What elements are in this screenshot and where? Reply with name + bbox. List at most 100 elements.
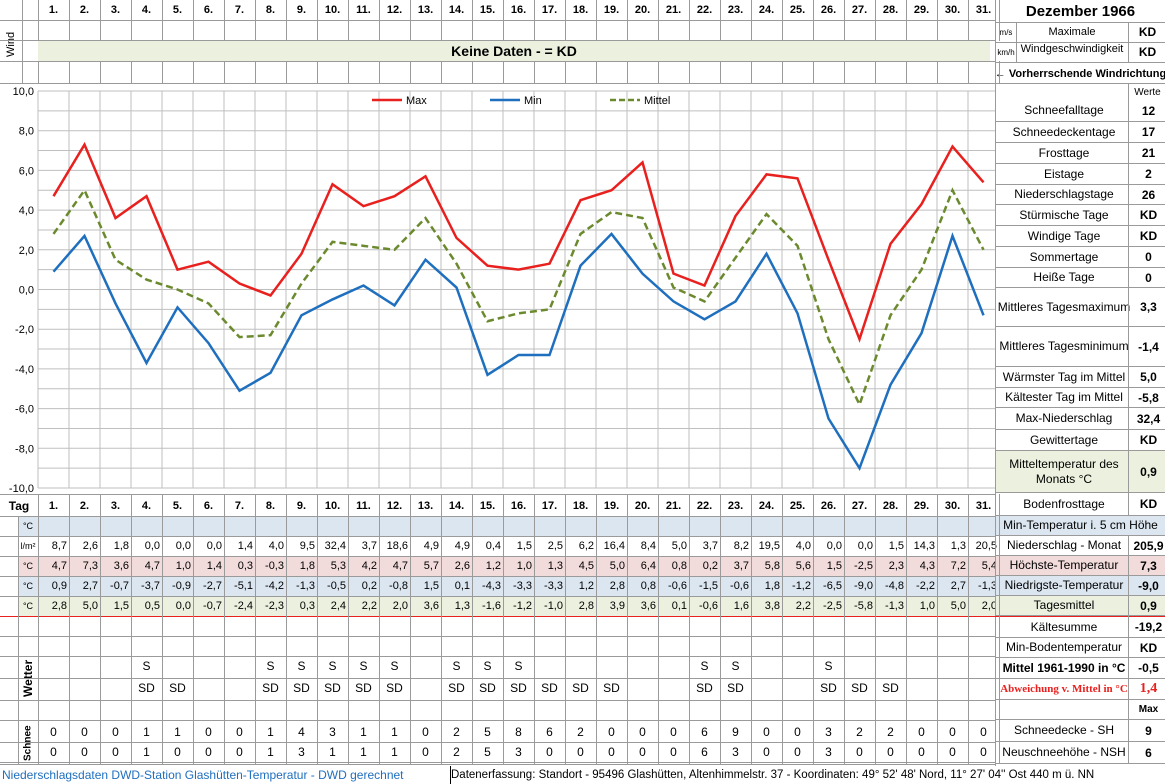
stat-value: KD (1139, 208, 1158, 222)
stat-label: Bodenfrosttage (1023, 496, 1105, 511)
table-cell: 7,2 (950, 560, 966, 572)
schnee-label: Schnee (22, 725, 34, 761)
summary-row: Abweichung v. Mittel in °C 1,4 (996, 679, 1165, 700)
table-cell: 8,4 (640, 540, 656, 552)
stat-row: Gewittertage KD (996, 430, 1165, 451)
table-cell: 2,0 (392, 600, 408, 612)
weather-code (627, 678, 658, 698)
snow-value: 1 (391, 745, 398, 759)
snow-value: 0 (205, 725, 212, 739)
table-cell: 4,7 (144, 560, 160, 572)
weather-code (813, 636, 844, 656)
weather-code (751, 656, 782, 676)
table-cell: 5,0 (82, 600, 98, 612)
table-cell: -2,4 (234, 600, 253, 612)
snow-value: 0 (763, 745, 770, 759)
table-cell: 5,3 (330, 560, 346, 572)
table-cell (193, 516, 224, 536)
table-cell: -1,3 (978, 580, 997, 592)
table-cell: 0,0 (206, 540, 222, 552)
row-unit: l/m² (20, 541, 36, 551)
weather-code (751, 636, 782, 656)
snow-value: 3 (825, 745, 832, 759)
table-cell: -3,3 (513, 580, 532, 592)
snow-value: 1 (360, 725, 367, 739)
weather-code (162, 636, 193, 656)
summary-row: Min-Bodentemperatur KD (996, 638, 1165, 658)
summary-value: 7,3 (1140, 558, 1157, 573)
table-cell: 7,3 (82, 560, 98, 572)
table-cell (410, 516, 441, 536)
weather-code: S (514, 659, 523, 673)
snow-value: 0 (112, 725, 119, 739)
day-label: 20. (634, 500, 651, 512)
snow-value: 0 (794, 725, 801, 739)
day-label: 15. (479, 500, 496, 512)
weather-code (379, 700, 410, 720)
table-cell: 1,4 (237, 540, 253, 552)
day-label: 13. (417, 500, 434, 512)
header-day-number: 25. (789, 4, 806, 16)
snow-value: 2 (453, 725, 460, 739)
day-label: 16. (510, 500, 527, 512)
snow-value: 0 (50, 745, 57, 759)
weather-code (689, 636, 720, 656)
stat-row: Schneedeckentage 17 (996, 122, 1165, 143)
table-cell: 2,5 (547, 540, 563, 552)
table-cell (689, 516, 720, 536)
summary-row: Max (996, 700, 1165, 720)
weather-code (906, 700, 937, 720)
day-label: 17. (541, 500, 558, 512)
table-cell: -4,8 (885, 580, 904, 592)
table-cell: 2,8 (609, 580, 625, 592)
weather-code (658, 678, 689, 698)
weather-code (906, 678, 937, 698)
snow-value: 6 (701, 725, 708, 739)
weather-code (782, 700, 813, 720)
summary-value: -0,5 (1138, 661, 1159, 675)
weather-code (627, 656, 658, 676)
unit-kmh: km/h (997, 47, 1015, 57)
day-label: 18. (572, 500, 589, 512)
weather-code (379, 636, 410, 656)
table-cell (379, 516, 410, 536)
weather-code (937, 678, 968, 698)
header-day-number: 18. (572, 4, 589, 16)
footer-right: Datenerfassung: Standort - 95496 Glashüt… (450, 766, 1165, 784)
weather-code: S (483, 659, 492, 673)
header-day-number: 3. (110, 4, 121, 16)
table-cell (720, 516, 751, 536)
day-label: 24. (758, 500, 775, 512)
table-cell: -0,7 (203, 600, 222, 612)
snow-value: 2 (856, 725, 863, 739)
table-cell: 3,7 (702, 540, 718, 552)
weather-code (224, 700, 255, 720)
weather-code (503, 700, 534, 720)
snow-value: 0 (205, 745, 212, 759)
stat-row: Stürmische Tage KD (996, 205, 1165, 226)
snow-value: 3 (329, 725, 336, 739)
weather-code (658, 656, 689, 676)
table-cell: 1,0 (516, 560, 532, 572)
table-cell (627, 516, 658, 536)
table-cell: 0,0 (175, 540, 191, 552)
stat-value: 17 (1141, 125, 1156, 139)
table-cell: 0,8 (640, 580, 656, 592)
header-day-number: 10. (324, 4, 341, 16)
no-data-banner: Keine Daten - = KD (38, 41, 990, 61)
stat-label: Max-Niederschlag (1015, 411, 1113, 425)
row-unit: °C (22, 521, 34, 531)
snow-value: 1 (360, 745, 367, 759)
table-cell (131, 516, 162, 536)
table-cell: 2,6 (82, 540, 98, 552)
weather-code (782, 636, 813, 656)
stat-row: Wärmster Tag im Mittel 5,0 (996, 367, 1165, 388)
weather-code (565, 656, 596, 676)
header-day-number: 26. (820, 4, 837, 16)
weather-code: S (452, 659, 461, 673)
stat-label: Mitteltemperatur des Monats °C (1009, 456, 1119, 486)
table-cell: 1,5 (516, 540, 532, 552)
table-cell: 4,9 (454, 540, 470, 552)
table-cell (286, 516, 317, 536)
table-cell: 0,0 (826, 540, 842, 552)
